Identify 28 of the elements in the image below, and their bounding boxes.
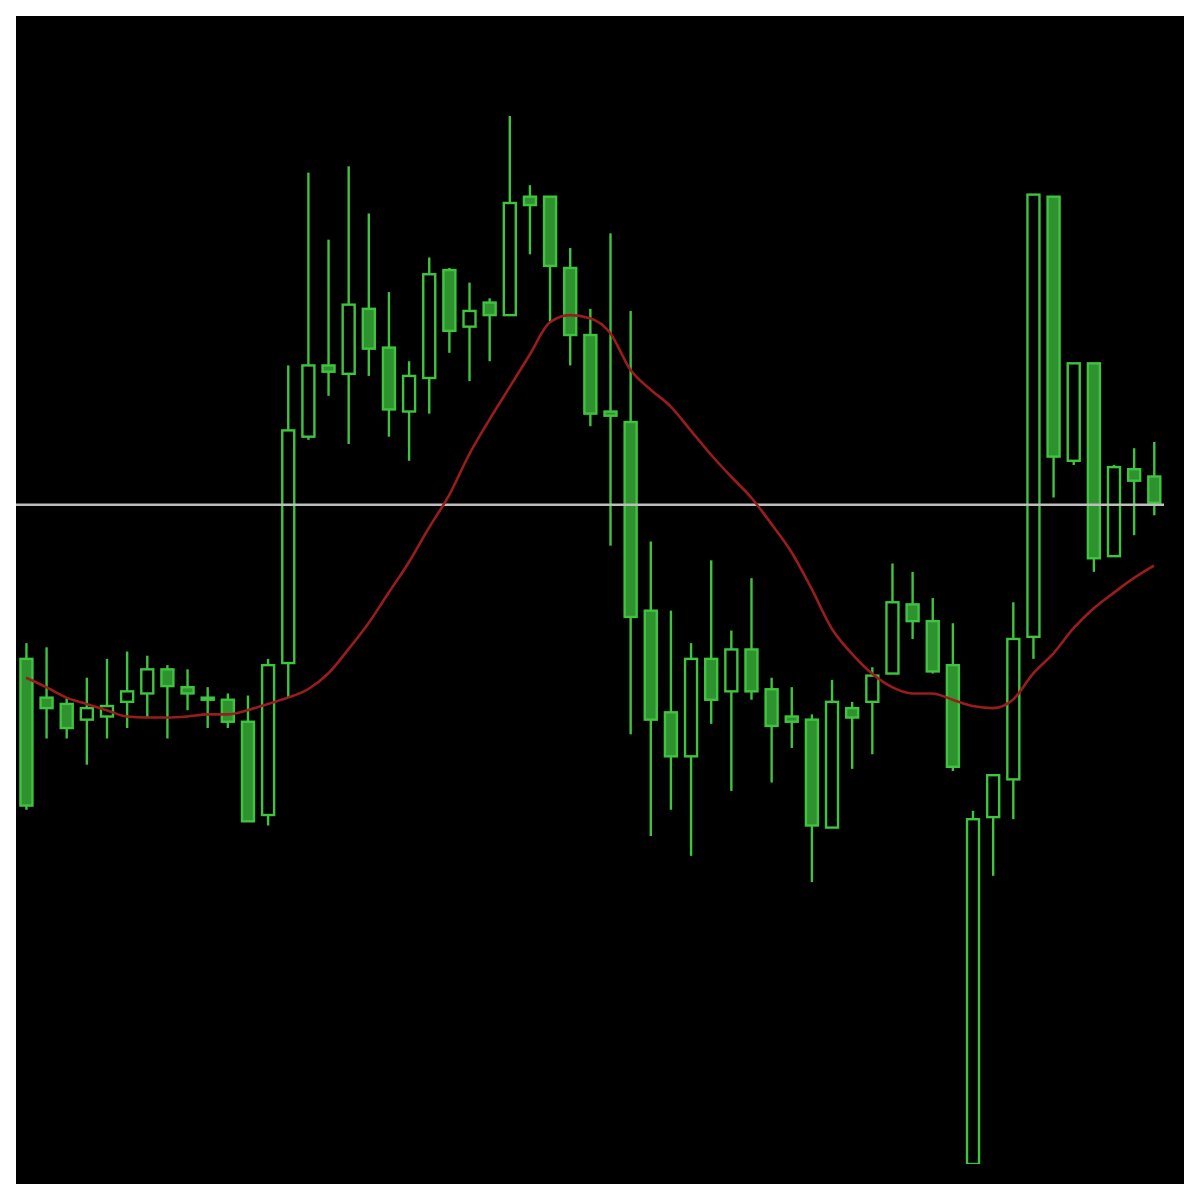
candlestick — [39, 646, 54, 740]
candlestick — [79, 676, 95, 766]
candlestick — [623, 309, 638, 736]
candlestick — [563, 246, 578, 367]
candlestick — [321, 238, 336, 398]
candlestick — [724, 629, 739, 793]
candlestick — [663, 609, 679, 811]
candlestick — [784, 685, 799, 750]
candlestick — [381, 290, 397, 438]
candlestick — [764, 676, 779, 784]
candlestick — [200, 685, 215, 730]
candlestick — [361, 212, 377, 378]
candlestick — [341, 165, 356, 446]
candlestick — [603, 232, 618, 547]
candlestick — [281, 364, 296, 699]
candlestick — [643, 540, 658, 838]
candlestick — [704, 559, 719, 726]
candlestick — [905, 570, 920, 641]
candlestick — [482, 297, 497, 363]
candlestick — [583, 307, 598, 428]
candlestick — [744, 576, 759, 701]
candlestick — [1126, 447, 1142, 537]
candlestick — [462, 281, 477, 383]
candlestick — [180, 668, 195, 712]
candlestick — [160, 663, 175, 740]
candlestick — [119, 650, 135, 730]
candlestick — [1006, 601, 1021, 821]
candlestick — [19, 641, 34, 811]
